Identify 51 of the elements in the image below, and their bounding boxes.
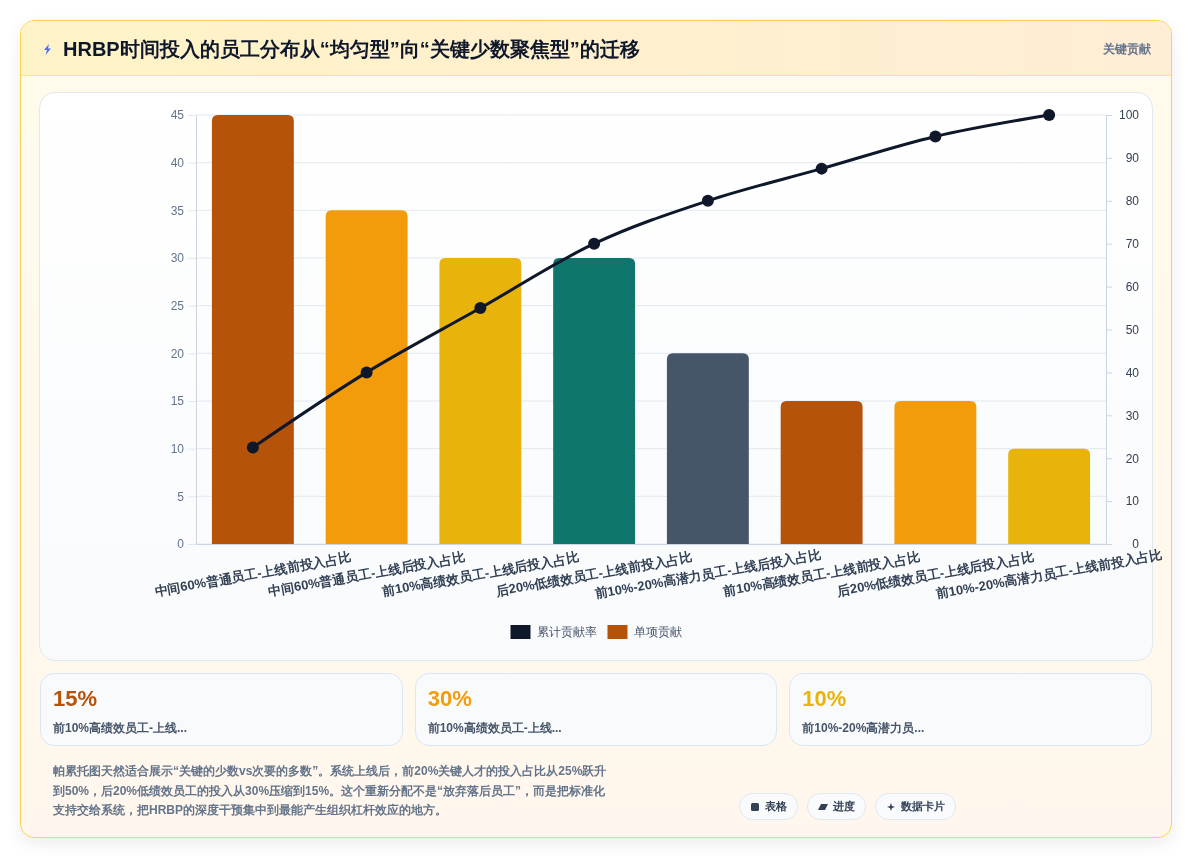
y2-tick-label: 80 bbox=[1125, 194, 1140, 209]
y-tick-label: 35 bbox=[170, 203, 185, 218]
y-tick-label: 15 bbox=[170, 394, 185, 409]
legend-label: 累计贡献率 bbox=[536, 625, 597, 640]
point bbox=[246, 441, 259, 454]
y2-tick-label: 10 bbox=[1125, 494, 1140, 509]
point bbox=[1043, 109, 1056, 121]
y2-tick-label: 50 bbox=[1125, 322, 1140, 337]
y2-tick-label: 90 bbox=[1125, 151, 1140, 166]
bar bbox=[1008, 448, 1091, 544]
bar bbox=[894, 401, 977, 544]
text: 10% bbox=[802, 686, 847, 711]
point bbox=[929, 130, 942, 143]
bar bbox=[553, 258, 636, 544]
y-tick-label: 0 bbox=[177, 537, 185, 552]
y-tick-label: 5 bbox=[177, 489, 185, 504]
category-label: 前10%高绩效员工-上线... bbox=[53, 721, 188, 735]
point bbox=[360, 366, 373, 379]
point bbox=[701, 194, 714, 207]
category-label: 前10%-20%高潜力员... bbox=[802, 721, 925, 735]
category-label: 前10%高绩效员工-上线... bbox=[427, 721, 562, 735]
text: 表格 bbox=[765, 799, 787, 814]
bar bbox=[325, 210, 408, 544]
bar bbox=[780, 401, 863, 544]
y2-tick-label: 20 bbox=[1125, 451, 1140, 466]
bar bbox=[211, 115, 294, 544]
text: 15% bbox=[53, 686, 98, 711]
legend-label: 单项贡献 bbox=[633, 625, 682, 640]
point bbox=[474, 302, 487, 315]
text: 进度 bbox=[833, 799, 855, 814]
text: 30% bbox=[427, 686, 472, 711]
text: 帕累托图天然适合展示“关键的少数vs次要的多数”。系统上线后，前20%关键人才的投入占比从25%跃升到50%，后20%低绩效员工的投入从30%压缩到15%。这个重新分配不是“放弃落后员工”，而是把标准化支持交给系统，把HRBP的深度干预集中到最能产生组织杠杆效应的地方。 bbox=[53, 764, 607, 817]
y-tick-label: 45 bbox=[170, 108, 185, 123]
bar bbox=[439, 258, 522, 544]
y2-tick-label: 0 bbox=[1132, 537, 1140, 552]
y2-tick-label: 100 bbox=[1118, 108, 1140, 123]
text: 数据卡片 bbox=[901, 799, 945, 814]
chart-subtitle: 关键贡献 bbox=[1103, 42, 1151, 56]
y2-tick-label: 30 bbox=[1125, 408, 1140, 423]
chart-title: HRBP时间投入的员工分布从“均匀型”向“关键少数聚焦型”的迁移 bbox=[63, 38, 640, 60]
y2-tick-label: 40 bbox=[1125, 365, 1140, 380]
y2-tick-label: 70 bbox=[1125, 237, 1140, 252]
bar bbox=[666, 353, 749, 544]
y-tick-label: 10 bbox=[170, 442, 185, 457]
point bbox=[815, 162, 828, 175]
y-tick-label: 30 bbox=[170, 251, 185, 266]
y-tick-label: 40 bbox=[170, 156, 185, 171]
y-tick-label: 20 bbox=[170, 346, 185, 361]
point bbox=[588, 237, 601, 250]
y2-tick-label: 60 bbox=[1125, 279, 1140, 294]
y-tick-label: 25 bbox=[170, 299, 185, 314]
